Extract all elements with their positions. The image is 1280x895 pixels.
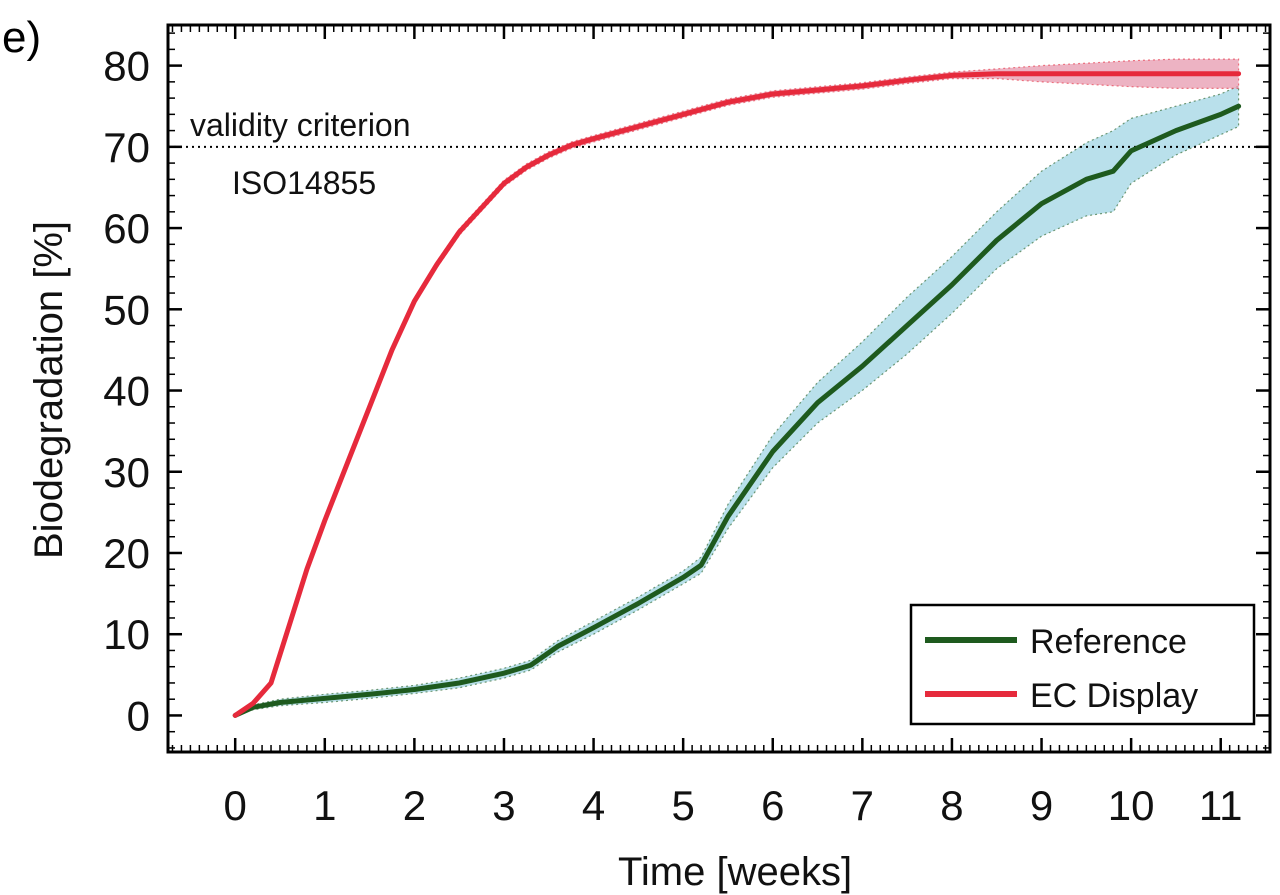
y-tick-label: 30 [103, 449, 150, 496]
x-tick-label: 2 [403, 782, 426, 829]
series-line-reference [232, 103, 1242, 718]
x-tick-label: 4 [582, 782, 605, 829]
x-tick-label: 5 [671, 782, 694, 829]
legend-label-ec-display: EC Display [1030, 677, 1198, 715]
y-tick-label: 70 [103, 124, 150, 171]
panel-label: e) [2, 13, 41, 62]
y-tick-labels: 0 10 20 30 40 50 60 70 80 [103, 43, 150, 740]
x-tick-label: 10 [1108, 782, 1155, 829]
band-reference [234, 84, 1240, 716]
series-line-ec-display [232, 71, 1242, 718]
x-tick-labels: 0 1 2 3 4 5 6 7 8 9 10 11 [224, 782, 1243, 829]
x-tick-label: 11 [1199, 782, 1243, 829]
validity-criterion-label: validity criterion [190, 107, 411, 143]
y-tick-label: 50 [103, 286, 150, 333]
legend-label-reference: Reference [1030, 623, 1187, 661]
y-tick-label: 0 [127, 692, 150, 739]
y-axis-title: Biodegradation [%] [27, 221, 71, 559]
y-tick-label: 40 [103, 368, 150, 415]
x-tick-label: 8 [940, 782, 963, 829]
legend: Reference EC Display [909, 603, 1256, 726]
x-tick-label: 0 [224, 782, 247, 829]
x-tick-label: 6 [761, 782, 784, 829]
x-tick-label: 1 [313, 782, 336, 829]
series-lines [232, 71, 1242, 718]
iso-standard-label: ISO14855 [232, 165, 376, 201]
x-tick-label: 3 [492, 782, 515, 829]
y-tick-label: 60 [103, 205, 150, 252]
y-tick-label: 20 [103, 530, 150, 577]
y-tick-label: 10 [103, 611, 150, 658]
y-tick-label: 80 [103, 43, 150, 90]
legend-box [909, 603, 1256, 726]
x-tick-label: 7 [851, 782, 874, 829]
x-axis-title: Time [weeks] [618, 850, 852, 894]
axis-ticks [168, 25, 1270, 752]
x-tick-label: 9 [1030, 782, 1053, 829]
